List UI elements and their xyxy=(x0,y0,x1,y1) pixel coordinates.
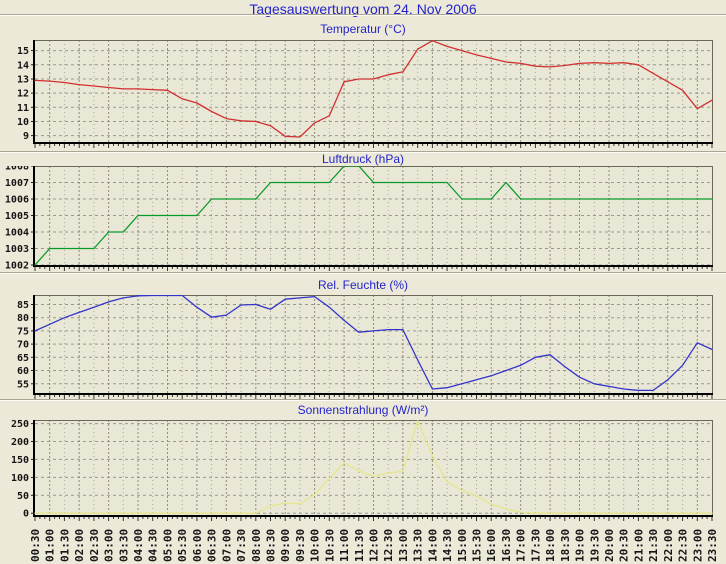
svg-text:19:00: 19:00 xyxy=(574,529,587,562)
svg-text:13: 13 xyxy=(17,75,29,86)
chart-title-luftdruck: Luftdruck (hPa) xyxy=(321,152,405,166)
svg-text:150: 150 xyxy=(11,455,29,466)
feuchte-plot: 55 60 65 70 75 80 85 xyxy=(17,294,713,399)
svg-text:200: 200 xyxy=(11,437,29,448)
svg-text:70: 70 xyxy=(17,340,29,351)
luftdruck-chart: 1002 1003 1004 1005 1006 1007 1008 xyxy=(0,162,726,278)
temperatur-chart: 9 10 11 12 13 14 15 xyxy=(0,40,726,155)
svg-text:05:30: 05:30 xyxy=(176,529,189,562)
svg-text:07:30: 07:30 xyxy=(235,529,248,562)
svg-text:1008: 1008 xyxy=(5,166,29,173)
svg-text:22:30: 22:30 xyxy=(677,529,690,562)
svg-text:13:30: 13:30 xyxy=(412,529,425,562)
svg-text:00:30: 00:30 xyxy=(29,529,42,562)
chart-title-feuchte: Rel. Feuchte (%) xyxy=(317,278,409,292)
svg-text:03:00: 03:00 xyxy=(103,529,116,562)
svg-text:80: 80 xyxy=(17,313,29,324)
section-divider xyxy=(0,272,726,274)
svg-text:10:30: 10:30 xyxy=(323,529,336,562)
section-divider xyxy=(0,14,726,16)
svg-text:08:30: 08:30 xyxy=(265,529,278,562)
svg-text:55: 55 xyxy=(17,379,29,390)
sonnenstrahlung-plot: 0 50 100 150 200 250 00:30 01:00 01:30 02:00 02:30… xyxy=(11,419,719,562)
svg-text:17:30: 17:30 xyxy=(529,529,542,562)
svg-text:250: 250 xyxy=(11,420,29,430)
svg-text:04:00: 04:00 xyxy=(132,529,145,562)
svg-text:1002: 1002 xyxy=(5,261,29,272)
section-divider xyxy=(0,151,726,153)
svg-text:14:00: 14:00 xyxy=(426,529,439,562)
svg-text:01:30: 01:30 xyxy=(58,529,71,562)
svg-text:13:00: 13:00 xyxy=(397,529,410,562)
svg-text:22:00: 22:00 xyxy=(662,529,675,562)
svg-text:12: 12 xyxy=(17,89,29,100)
svg-text:18:00: 18:00 xyxy=(544,529,557,562)
svg-text:60: 60 xyxy=(17,366,29,377)
feuchte-chart: 55 60 65 70 75 80 85 xyxy=(0,294,726,406)
temperatur-plot: 9 10 11 12 13 14 15 xyxy=(17,40,713,148)
svg-text:01:00: 01:00 xyxy=(44,529,57,562)
svg-text:11:00: 11:00 xyxy=(338,529,351,562)
svg-text:10: 10 xyxy=(17,117,29,128)
svg-text:23:00: 23:00 xyxy=(691,529,704,562)
luftdruck-plot: 1002 1003 1004 1005 1006 1007 1008 xyxy=(5,162,713,272)
svg-text:19:30: 19:30 xyxy=(588,529,601,562)
svg-text:18:30: 18:30 xyxy=(559,529,572,562)
svg-text:03:30: 03:30 xyxy=(117,529,130,562)
svg-text:1006: 1006 xyxy=(5,195,29,206)
svg-text:15:30: 15:30 xyxy=(471,529,484,562)
svg-text:21:30: 21:30 xyxy=(647,529,660,562)
svg-text:09:00: 09:00 xyxy=(279,529,292,562)
svg-text:20:30: 20:30 xyxy=(618,529,631,562)
svg-text:1007: 1007 xyxy=(5,178,29,189)
chart-title-sonnenstrahlung: Sonnenstrahlung (W/m²) xyxy=(297,403,429,417)
svg-text:12:30: 12:30 xyxy=(382,529,395,562)
svg-text:14: 14 xyxy=(17,60,29,71)
svg-text:15: 15 xyxy=(17,46,29,57)
svg-text:9: 9 xyxy=(23,131,29,142)
svg-text:20:00: 20:00 xyxy=(603,529,616,562)
svg-text:05:00: 05:00 xyxy=(162,529,175,562)
svg-text:12:00: 12:00 xyxy=(368,529,381,562)
chart-title-temperatur: Temperatur (°C) xyxy=(320,22,406,36)
svg-text:1004: 1004 xyxy=(5,228,29,239)
svg-text:85: 85 xyxy=(17,300,29,311)
svg-text:100: 100 xyxy=(11,473,29,484)
svg-text:11:30: 11:30 xyxy=(353,529,366,562)
svg-text:1005: 1005 xyxy=(5,211,29,222)
svg-text:09:30: 09:30 xyxy=(294,529,307,562)
svg-text:16:00: 16:00 xyxy=(485,529,498,562)
svg-text:02:30: 02:30 xyxy=(88,529,101,562)
svg-text:75: 75 xyxy=(17,326,29,337)
svg-text:17:00: 17:00 xyxy=(515,529,528,562)
svg-text:15:00: 15:00 xyxy=(456,529,469,562)
svg-text:0: 0 xyxy=(23,509,29,520)
page-title: Tagesauswertung vom 24. Nov 2006 xyxy=(249,1,477,17)
svg-text:08:00: 08:00 xyxy=(250,529,263,562)
svg-text:06:30: 06:30 xyxy=(206,529,219,562)
svg-text:16:30: 16:30 xyxy=(500,529,513,562)
svg-text:1003: 1003 xyxy=(5,244,29,255)
svg-text:02:00: 02:00 xyxy=(73,529,86,562)
svg-text:10:00: 10:00 xyxy=(309,529,322,562)
svg-text:23:30: 23:30 xyxy=(706,529,719,562)
svg-text:21:00: 21:00 xyxy=(632,529,645,562)
svg-text:04:30: 04:30 xyxy=(147,529,160,562)
svg-text:06:00: 06:00 xyxy=(191,529,204,562)
svg-text:50: 50 xyxy=(17,491,29,502)
section-divider xyxy=(0,399,726,401)
svg-text:11: 11 xyxy=(17,103,29,114)
svg-text:65: 65 xyxy=(17,353,29,364)
svg-text:14:30: 14:30 xyxy=(441,529,454,562)
sonnenstrahlung-chart: 0 50 100 150 200 250 00:30 01:00 01:30 02:00 02:30… xyxy=(0,419,726,564)
svg-text:07:00: 07:00 xyxy=(220,529,233,562)
